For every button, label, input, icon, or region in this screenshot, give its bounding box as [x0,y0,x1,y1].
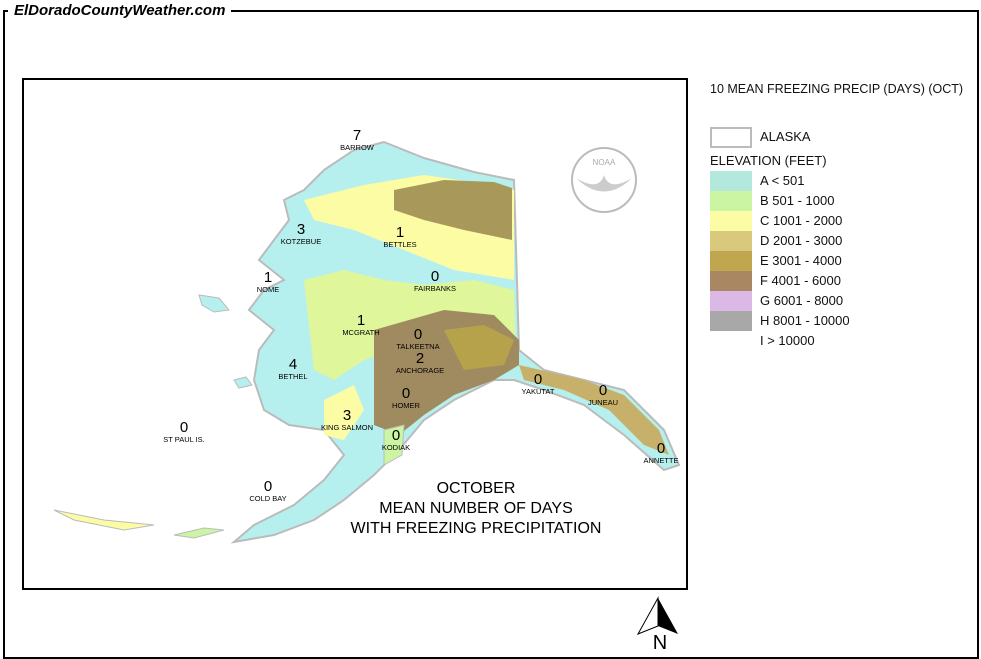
station-value: 1 [396,224,404,241]
svg-text:N: N [653,632,667,652]
svg-text:NOAA: NOAA [593,158,616,167]
station-name: BETTLES [383,240,416,249]
alaska-landmass [53,140,681,544]
legend-label: B 501 - 1000 [760,193,835,208]
station-name: YAKUTAT [522,387,555,396]
alaska-map: NOAA 7BARROW3KOTZEBUE1BETTLES1NOME0FAIRB… [53,127,681,544]
legend-swatch [710,171,752,191]
station-value: 1 [264,269,272,286]
legend-swatch [710,291,752,311]
station-name: JUNEAU [588,398,618,407]
station-name: KING SALMON [321,423,373,432]
station-value: 0 [534,371,542,388]
legend-label: D 2001 - 3000 [760,233,843,248]
station-name: KOTZEBUE [281,237,321,246]
legend-elevation-heading: ELEVATION (FEET) [710,153,827,168]
map-title: OCTOBER MEAN NUMBER OF DAYS WITH FREEZIN… [351,480,602,537]
legend-swatch [710,311,752,331]
legend-swatch [710,191,752,211]
legend-label: H 8001 - 10000 [760,313,850,328]
legend-label-alaska: ALASKA [760,129,811,144]
legend-label: A < 501 [760,173,805,188]
station-labels: 7BARROW3KOTZEBUE1BETTLES1NOME0FAIRBANKS1… [163,127,678,503]
noaa-logo: NOAA [571,147,637,213]
station-value: 0 [402,385,410,402]
legend-label: G 6001 - 8000 [760,293,844,308]
station-value: 3 [343,407,351,424]
legend-swatch [710,231,752,251]
legend-swatch [710,211,752,231]
station: 0ST PAUL IS. [163,419,205,444]
station-value: 0 [392,427,400,444]
station-name: HOMER [392,401,421,410]
station-name: ST PAUL IS. [163,435,205,444]
station-name: ANNETTE [643,456,678,465]
legend-label: E 3001 - 4000 [760,253,842,268]
station-value: 3 [297,221,305,238]
outer-frame [3,10,979,659]
station-name: TALKEETNA [396,342,439,351]
station-name: BETHEL [278,372,307,381]
station-value: 7 [353,127,361,144]
legend-swatch [710,251,752,271]
station-value: 4 [289,356,297,373]
station-name: COLD BAY [249,494,286,503]
station-name: MCGRATH [342,328,379,337]
station-value: 0 [657,440,665,457]
station-value: 0 [431,268,439,285]
legend-swatch [710,271,752,291]
station-value: 0 [180,419,188,436]
station-name: FAIRBANKS [414,284,456,293]
station-value: 2 [416,350,424,367]
map-title-line-1: OCTOBER [437,480,516,497]
map-title-line-3: WITH FREEZING PRECIPITATION [351,520,602,537]
station-value: 1 [357,312,365,329]
map-title-line-2: MEAN NUMBER OF DAYS [379,500,573,517]
legend-label: F 4001 - 6000 [760,273,841,288]
station-value: 0 [414,326,422,343]
station-name: ANCHORAGE [396,366,444,375]
station-name: NOME [257,285,280,294]
station-name: BARROW [340,143,375,152]
legend-title: 10 MEAN FREEZING PRECIP (DAYS) (OCT) [710,82,964,96]
north-arrow-icon: N [636,596,678,652]
station-value: 0 [599,382,607,399]
legend-swatch-alaska [710,127,752,148]
station-name: KODIAK [382,443,410,452]
station-value: 0 [264,478,272,495]
legend-label: I > 10000 [760,333,815,348]
site-title: ElDoradoCountyWeather.com [8,2,232,19]
legend-label: C 1001 - 2000 [760,213,843,228]
map-panel: NOAA 7 BARROW 3 KOTZEBUE 1 BETTLES 1 NOME 0 FAIRB… [22,78,688,590]
